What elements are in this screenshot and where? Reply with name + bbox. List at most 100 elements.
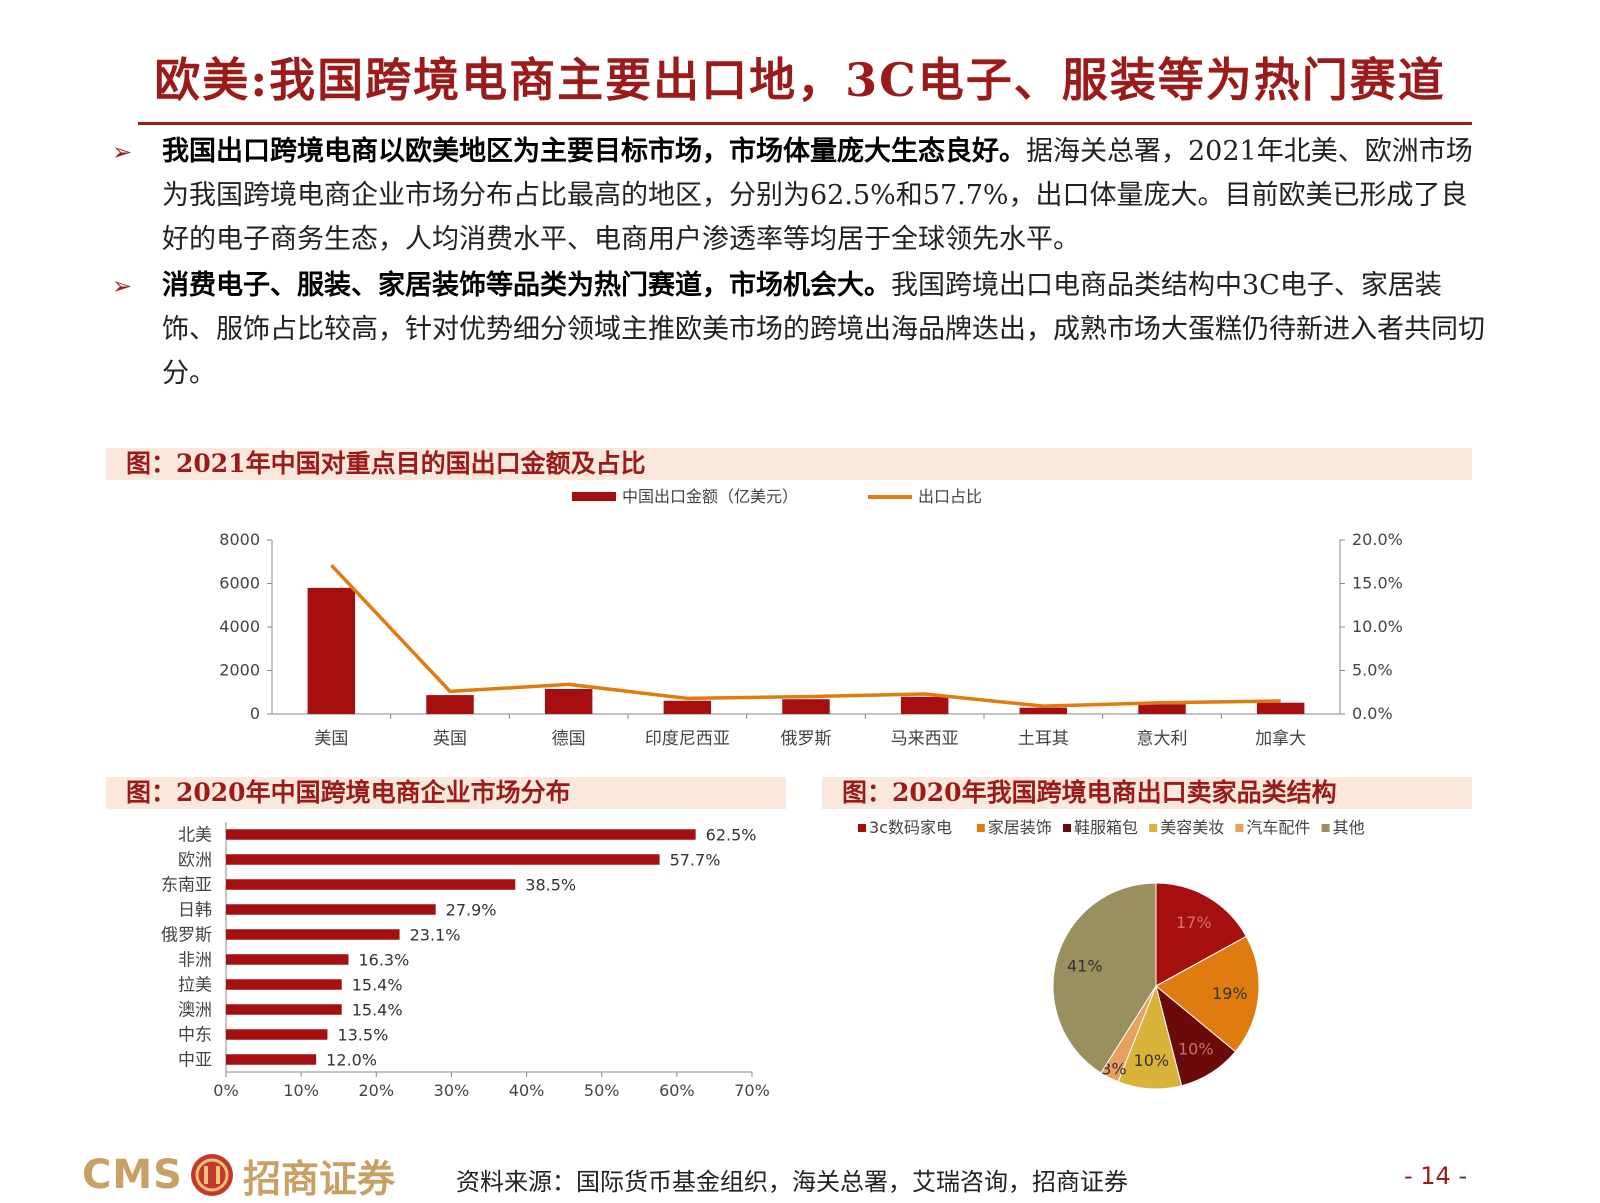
bullet-item-1: ➢ 我国出口跨境电商以欧美地区为主要目标市场，市场体量庞大生态良好。据海关总署，… — [112, 130, 1492, 262]
source-note: 资料来源：国际货币基金组织，海关总署，艾瑞咨询，招商证券 — [456, 1162, 1128, 1197]
legend-label: 美容美妆 — [1160, 818, 1224, 837]
x-tick-label: 加拿大 — [1255, 728, 1306, 749]
x-tick-label: 德国 — [552, 729, 586, 749]
value-label: 23.1% — [410, 926, 461, 945]
value-label: 15.4% — [352, 1001, 403, 1020]
value-label: 57.7% — [670, 851, 721, 870]
legend-label: 鞋服箱包 — [1074, 818, 1138, 837]
pie-value-label: 10% — [1178, 1040, 1214, 1059]
market-bar — [226, 854, 660, 865]
figure-1-title-band: 图：2021年中国对重点目的国出口金额及占比 — [106, 448, 1472, 480]
category-label: 中东 — [178, 1026, 212, 1046]
bullet-list: ➢ 我国出口跨境电商以欧美地区为主要目标市场，市场体量庞大生态良好。据海关总署，… — [112, 130, 1492, 396]
legend-swatch — [1149, 824, 1157, 832]
export-bar — [1138, 704, 1185, 714]
value-label: 12.0% — [326, 1051, 377, 1070]
market-bar — [226, 829, 696, 840]
value-label: 13.5% — [337, 1026, 388, 1045]
legend-bar-label: 中国出口金额（亿美元） — [622, 487, 798, 506]
x-tick-label: 70% — [734, 1081, 770, 1100]
category-label: 日韩 — [178, 901, 212, 921]
market-bar — [226, 954, 348, 965]
export-combo-chart: 中国出口金额（亿美元） 出口占比 0 2000 4000 6000 8000 0.0% 5.0%… — [106, 486, 1472, 770]
footer-logo: CMS 招商证券 — [82, 1152, 395, 1198]
left-tick-label: 2000 — [219, 661, 260, 680]
left-tick-label: 6000 — [219, 574, 260, 593]
export-bar — [545, 689, 592, 714]
brand-emblem-icon — [189, 1152, 235, 1198]
pie-value-label: 17% — [1176, 913, 1212, 932]
x-tick-label: 土耳其 — [1018, 729, 1069, 749]
category-label: 北美 — [178, 826, 212, 846]
market-bar — [226, 904, 436, 915]
x-tick-label: 印度尼西亚 — [645, 729, 730, 749]
figure-1-title: 图：2021年中国对重点目的国出口金额及占比 — [126, 448, 646, 480]
x-tick-label: 20% — [359, 1081, 395, 1100]
legend-label: 其他 — [1333, 818, 1365, 837]
category-label: 澳洲 — [178, 1001, 212, 1021]
legend-swatch — [977, 824, 985, 832]
market-bar — [226, 1054, 316, 1065]
figure-2-title-band: 图：2020年中国跨境电商企业市场分布 — [106, 777, 786, 809]
export-bar — [1257, 703, 1304, 714]
market-bar — [226, 929, 400, 940]
category-label: 中亚 — [178, 1051, 212, 1071]
arrow-bullet-icon: ➢ — [112, 264, 132, 308]
export-bar — [901, 697, 948, 714]
value-label: 38.5% — [525, 876, 576, 895]
export-bar — [426, 695, 473, 714]
bullet-1-bold: 我国出口跨境电商以欧美地区为主要目标市场，市场体量庞大生态良好。 — [162, 136, 1026, 167]
arrow-bullet-icon: ➢ — [112, 130, 132, 174]
export-bar — [782, 699, 829, 714]
legend-label: 3c数码家电 — [869, 818, 952, 837]
x-tick-label: 马来西亚 — [891, 729, 959, 749]
legend-label: 家居装饰 — [988, 818, 1052, 837]
market-bar — [226, 1004, 342, 1015]
figure-2-title: 图：2020年中国跨境电商企业市场分布 — [126, 777, 571, 809]
x-tick-label: 10% — [283, 1081, 319, 1100]
x-tick-label: 40% — [509, 1081, 545, 1100]
market-bar — [226, 879, 515, 890]
brand-en: CMS — [82, 1152, 183, 1198]
market-bar — [226, 979, 342, 990]
x-tick-label: 0% — [213, 1081, 238, 1100]
legend-swatch — [1322, 824, 1330, 832]
x-tick-label: 意大利 — [1137, 729, 1188, 749]
pie-value-label: 10% — [1134, 1051, 1170, 1070]
value-label: 62.5% — [706, 826, 757, 845]
category-label: 俄罗斯 — [161, 926, 212, 946]
pie-value-label: 41% — [1067, 956, 1103, 975]
legend-bar-swatch — [572, 492, 616, 501]
right-tick-label: 5.0% — [1352, 661, 1393, 680]
page-title: 欧美:我国跨境电商主要出口地，3C电子、服装等为热门赛道 — [0, 44, 1600, 110]
x-tick-label: 30% — [434, 1081, 470, 1100]
left-tick-label: 0 — [250, 704, 260, 723]
category-pie-chart: 3c数码家电家居装饰鞋服箱包美容美妆汽车配件其他17%19%10%10%3%41… — [822, 816, 1472, 1134]
legend-line-label: 出口占比 — [918, 487, 982, 506]
legend-swatch — [1235, 824, 1243, 832]
x-tick-label: 50% — [584, 1081, 620, 1100]
right-tick-label: 10.0% — [1352, 617, 1403, 636]
legend-swatch — [1063, 824, 1071, 832]
export-bar — [664, 701, 711, 714]
category-label: 非洲 — [178, 951, 212, 971]
title-underline — [138, 122, 1472, 125]
x-tick-label: 60% — [659, 1081, 695, 1100]
category-label: 东南亚 — [161, 876, 212, 896]
left-tick-label: 4000 — [219, 617, 260, 636]
figure-3-title-band: 图：2020年我国跨境电商出口卖家品类结构 — [822, 777, 1472, 809]
legend-swatch — [858, 824, 866, 832]
export-bar — [1020, 708, 1067, 714]
right-tick-label: 20.0% — [1352, 530, 1403, 549]
value-label: 15.4% — [352, 976, 403, 995]
right-tick-label: 0.0% — [1352, 704, 1393, 723]
legend-label: 汽车配件 — [1246, 818, 1310, 837]
bullet-2-bold: 消费电子、服装、家居装饰等品类为热门赛道，市场机会大。 — [162, 270, 891, 301]
value-label: 16.3% — [358, 951, 409, 970]
right-tick-label: 15.0% — [1352, 574, 1403, 593]
figure-3-title: 图：2020年我国跨境电商出口卖家品类结构 — [842, 777, 1337, 809]
x-tick-label: 俄罗斯 — [781, 729, 832, 749]
x-tick-label: 美国 — [314, 729, 348, 749]
left-tick-label: 8000 — [219, 530, 260, 549]
